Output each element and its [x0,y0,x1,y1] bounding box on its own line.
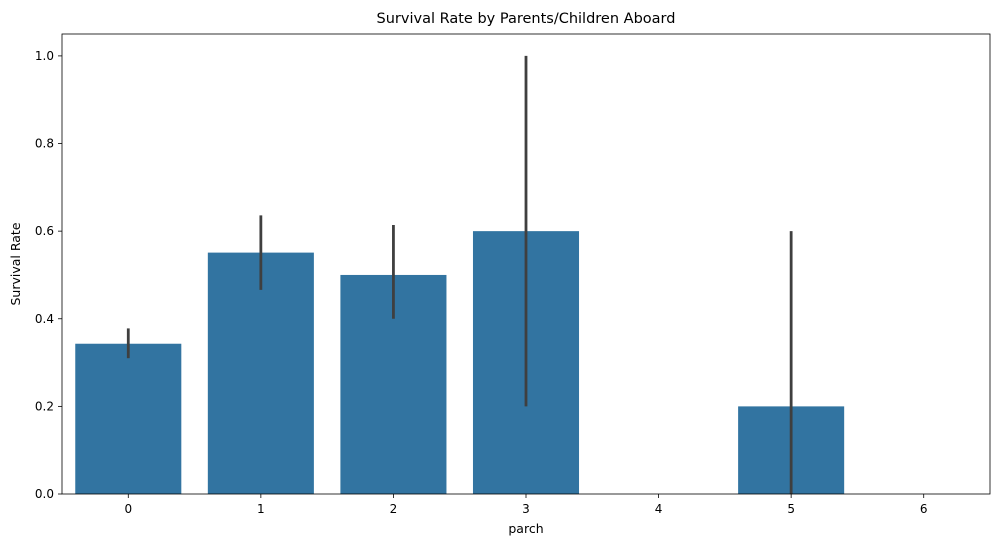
y-tick-label: 0.2 [35,399,54,413]
y-axis: 0.0 0.2 0.4 0.6 0.8 1.0 [35,49,62,501]
bar-0 [75,343,182,494]
y-tick-label: 1.0 [35,49,54,63]
x-tick-label: 4 [655,502,663,516]
y-axis-label: Survival Rate [8,222,23,305]
bar-1 [207,252,314,494]
error-bars-group [126,55,793,494]
x-tick-label: 2 [390,502,398,516]
y-tick-label: 0.6 [35,224,54,238]
x-tick-label: 5 [787,502,795,516]
x-axis: 0 1 2 3 4 5 6 [124,494,928,516]
x-axis-label: parch [508,521,543,536]
x-tick-label: 6 [920,502,928,516]
y-tick-label: 0.0 [35,487,54,501]
chart-title: Survival Rate by Parents/Children Aboard [377,11,676,27]
bars-group [75,231,845,494]
x-tick-label: 0 [124,502,132,516]
x-tick-label: 3 [522,502,530,516]
y-tick-label: 0.4 [35,312,54,326]
x-tick-label: 1 [257,502,265,516]
y-tick-label: 0.8 [35,137,54,151]
